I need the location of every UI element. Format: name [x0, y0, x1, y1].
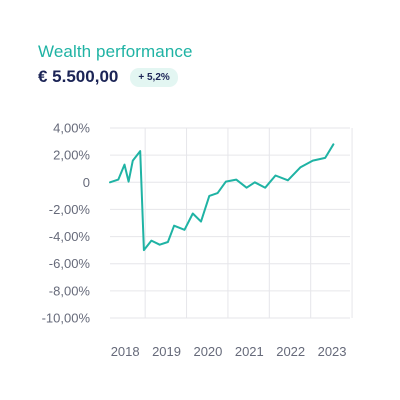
x-tick-label: 2019 — [152, 344, 181, 359]
value-row: € 5.500,00 + 5,2% — [38, 67, 178, 87]
portfolio-value: € 5.500,00 — [38, 67, 119, 86]
x-tick-label: 2018 — [111, 344, 140, 359]
x-tick-label: 2023 — [318, 344, 347, 359]
y-tick-label: -10,00% — [42, 311, 91, 326]
x-tick-label: 2021 — [235, 344, 264, 359]
y-tick-label: -8,00% — [49, 283, 91, 298]
y-tick-label: 0 — [83, 175, 90, 190]
y-tick-label: -4,00% — [49, 229, 91, 244]
change-badge: + 5,2% — [130, 67, 178, 87]
performance-series-line — [109, 143, 335, 252]
y-tick-label: -2,00% — [49, 202, 91, 217]
y-tick-label: -6,00% — [49, 256, 91, 271]
card-title: Wealth performance — [38, 42, 193, 61]
x-tick-label: 2022 — [276, 344, 305, 359]
x-tick-label: 2020 — [193, 344, 222, 359]
y-tick-label: 4,00% — [53, 121, 90, 136]
y-tick-label: 2,00% — [53, 148, 90, 163]
